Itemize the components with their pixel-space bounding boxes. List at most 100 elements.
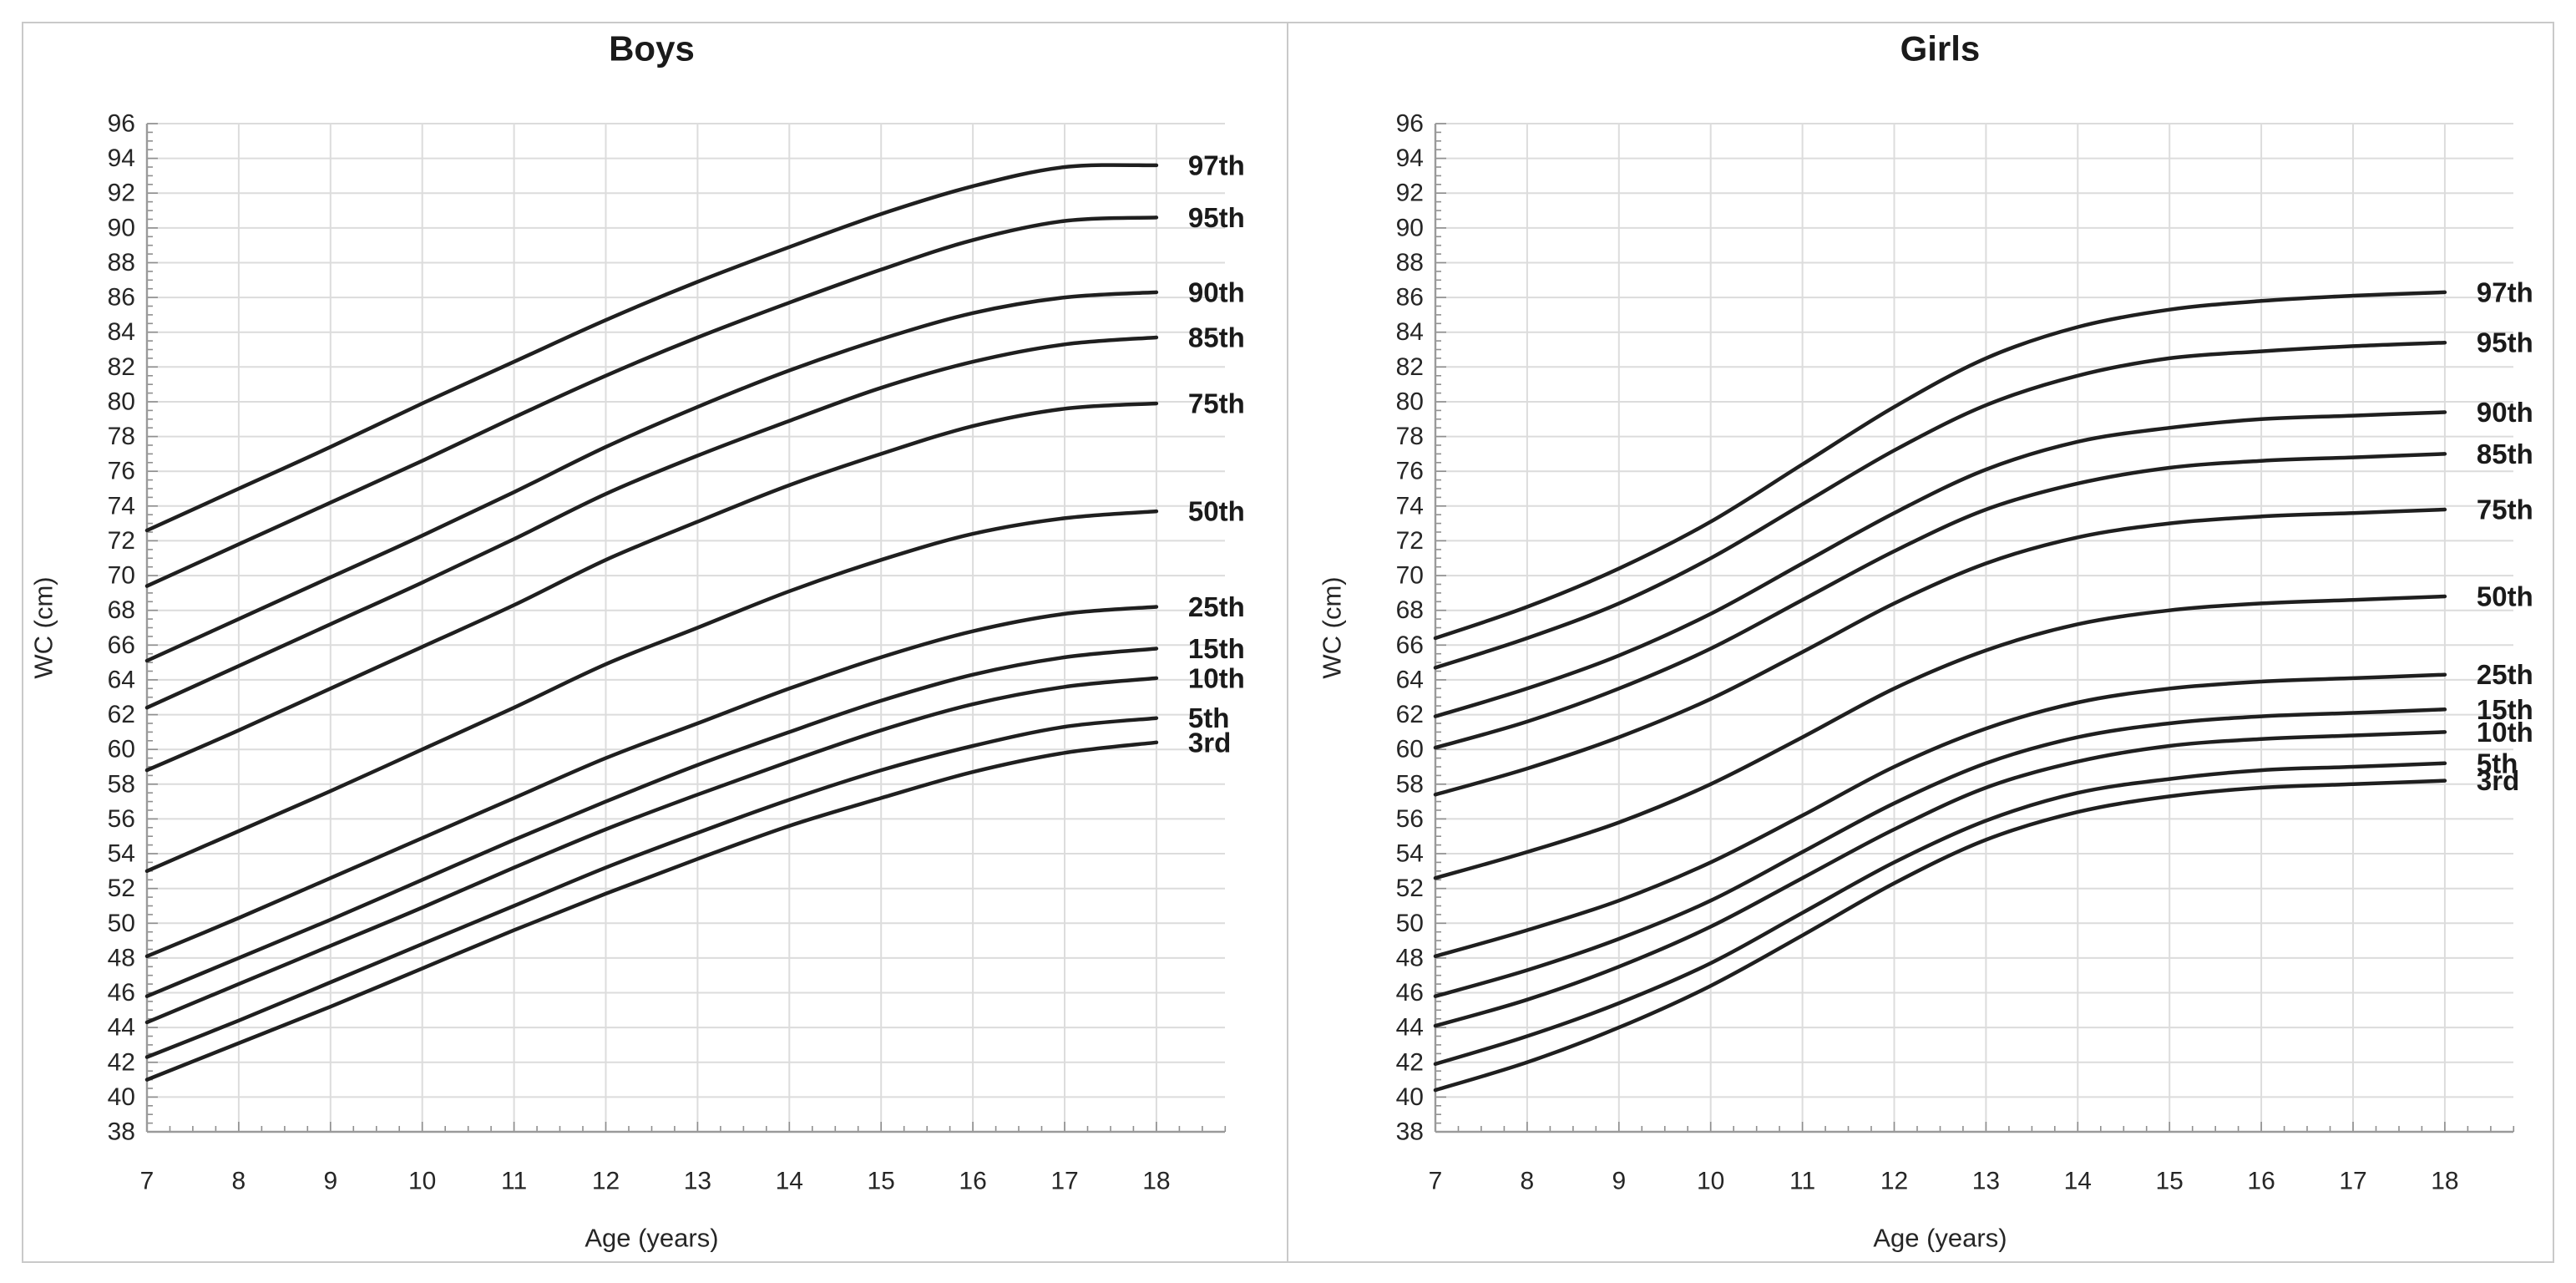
y-tick-label: 38 <box>108 1118 135 1146</box>
x-tick-label: 16 <box>2247 1168 2275 1195</box>
percentile-label-95th: 95th <box>1188 202 1245 233</box>
y-tick-label: 84 <box>108 318 135 346</box>
x-tick-labels: 7 8 9 10 11 12 13 14 15 16 17 18 <box>1429 1168 2459 1195</box>
x-tick-label: 18 <box>2431 1168 2458 1195</box>
y-tick-label: 96 <box>1396 110 1424 138</box>
chart-title: Girls <box>1900 29 1981 68</box>
x-tick-label: 8 <box>1521 1168 1535 1195</box>
percentile-curve-3rd <box>1433 778 2447 1093</box>
percentile-label-3rd: 3rd <box>2477 765 2519 796</box>
y-tick-label: 96 <box>108 110 135 138</box>
y-tick-label: 48 <box>1396 944 1424 971</box>
percentile-curve-5th <box>144 716 1159 1059</box>
y-tick-label: 48 <box>108 944 135 971</box>
chart-title: Boys <box>609 29 695 68</box>
x-tick-label: 17 <box>1050 1168 1078 1195</box>
y-tick-label: 74 <box>108 492 135 520</box>
percentile-curve-90th <box>144 290 1159 663</box>
girls-chart: 38 40 42 44 46 48 50 52 54 56 58 60 62 64 66 68 70 72 74 76… <box>1318 29 2533 1253</box>
y-tick-label: 70 <box>1396 562 1424 590</box>
percentile-curve-75th <box>144 401 1159 773</box>
x-axis-title: Age (years) <box>585 1224 718 1253</box>
x-tick-label: 15 <box>2156 1168 2184 1195</box>
x-tick-label: 17 <box>2339 1168 2366 1195</box>
y-tick-label: 80 <box>108 388 135 415</box>
percentile-label-90th: 90th <box>1188 276 1245 307</box>
y-tick-label: 88 <box>1396 249 1424 276</box>
y-tick-label: 68 <box>108 596 135 624</box>
gridlines <box>147 123 1225 1132</box>
percentile-label-50th: 50th <box>2477 581 2533 612</box>
y-tick-label: 40 <box>108 1083 135 1111</box>
y-tick-label: 64 <box>108 666 135 693</box>
y-tick-label: 76 <box>1396 458 1424 485</box>
x-tick-label: 16 <box>959 1168 986 1195</box>
axis-ticks <box>146 123 1227 1133</box>
percentile-label-90th: 90th <box>2477 397 2533 428</box>
y-tick-label: 44 <box>1396 1014 1424 1042</box>
y-tick-label: 90 <box>1396 214 1424 241</box>
percentile-curves <box>144 163 1159 1082</box>
percentile-curve-85th <box>144 335 1159 710</box>
percentile-label-97th: 97th <box>1188 150 1245 180</box>
percentile-curve-85th <box>1433 452 2447 750</box>
y-tick-label: 60 <box>108 736 135 763</box>
y-tick-label: 50 <box>1396 910 1424 937</box>
y-tick-label: 88 <box>108 249 135 276</box>
y-tick-label: 52 <box>1396 875 1424 902</box>
percentile-label-75th: 75th <box>1188 388 1245 419</box>
axes <box>145 124 1225 1133</box>
y-tick-label: 82 <box>1396 353 1424 381</box>
percentile-label-5th: 5th <box>2477 748 2518 778</box>
percentile-label-3rd: 3rd <box>1188 727 1231 758</box>
percentile-curve-15th <box>144 647 1159 998</box>
percentile-label-95th: 95th <box>2477 327 2533 358</box>
percentile-curve-25th <box>144 605 1159 959</box>
y-tick-label: 66 <box>108 631 135 659</box>
y-tick-label: 86 <box>1396 284 1424 312</box>
y-tick-label: 46 <box>108 979 135 1007</box>
percentile-label-10th: 10th <box>1188 662 1245 693</box>
percentile-label-25th: 25th <box>1188 591 1245 622</box>
percentile-label-15th: 15th <box>1188 633 1245 664</box>
percentile-curve-50th <box>144 509 1159 874</box>
axis-ticks <box>1435 123 2515 1133</box>
percentile-curve-90th <box>1433 410 2447 718</box>
x-tick-labels: 7 8 9 10 11 12 13 14 15 16 17 18 <box>140 1168 1171 1195</box>
y-tick-label: 62 <box>108 701 135 728</box>
x-axis-title: Age (years) <box>1873 1224 2007 1253</box>
x-tick-label: 10 <box>1697 1168 1724 1195</box>
percentile-curve-95th <box>1433 340 2447 670</box>
y-tick-label: 84 <box>1396 318 1424 346</box>
percentile-label-85th: 85th <box>1188 322 1245 352</box>
y-tick-label: 54 <box>1396 840 1424 868</box>
x-tick-label: 8 <box>232 1168 246 1195</box>
y-tick-label: 86 <box>108 284 135 312</box>
x-tick-label: 9 <box>323 1168 337 1195</box>
y-tick-label: 38 <box>1396 1118 1424 1146</box>
x-tick-label: 11 <box>1789 1168 1815 1195</box>
y-tick-label: 56 <box>108 805 135 833</box>
percentile-label-75th: 75th <box>2477 494 2533 525</box>
y-tick-label: 74 <box>1396 492 1424 520</box>
y-tick-label: 72 <box>108 527 135 555</box>
y-tick-labels: 38 40 42 44 46 48 50 52 54 56 58 60 62 64 66 68 70 72 74 76… <box>1396 110 1424 1146</box>
y-tick-label: 78 <box>1396 423 1424 450</box>
y-tick-label: 94 <box>1396 145 1424 172</box>
girls-panel: 38 40 42 44 46 48 50 52 54 56 58 60 62 64 66 68 70 72 74 76… <box>1288 0 2576 1283</box>
percentile-curves <box>1433 290 2447 1093</box>
y-tick-label: 66 <box>1396 631 1424 659</box>
x-tick-label: 11 <box>501 1168 527 1195</box>
percentile-labels: 97th 95th 90th 85th 75th 50th 25th 15th10th5th3… <box>2477 276 2533 796</box>
percentile-label-15th: 15th <box>2477 694 2533 725</box>
percentile-curve-5th <box>1433 761 2447 1067</box>
y-tick-label: 60 <box>1396 736 1424 763</box>
y-tick-label: 52 <box>108 875 135 902</box>
y-axis-title: WC (cm) <box>29 576 58 678</box>
y-tick-label: 42 <box>108 1048 135 1076</box>
percentile-curve-15th <box>1433 707 2447 998</box>
y-tick-label: 92 <box>108 180 135 207</box>
y-tick-label: 80 <box>1396 388 1424 415</box>
y-tick-label: 70 <box>108 562 135 590</box>
y-tick-labels: 38 40 42 44 46 48 50 52 54 56 58 60 62 64 66 68 70 72 74 76… <box>108 110 135 1146</box>
